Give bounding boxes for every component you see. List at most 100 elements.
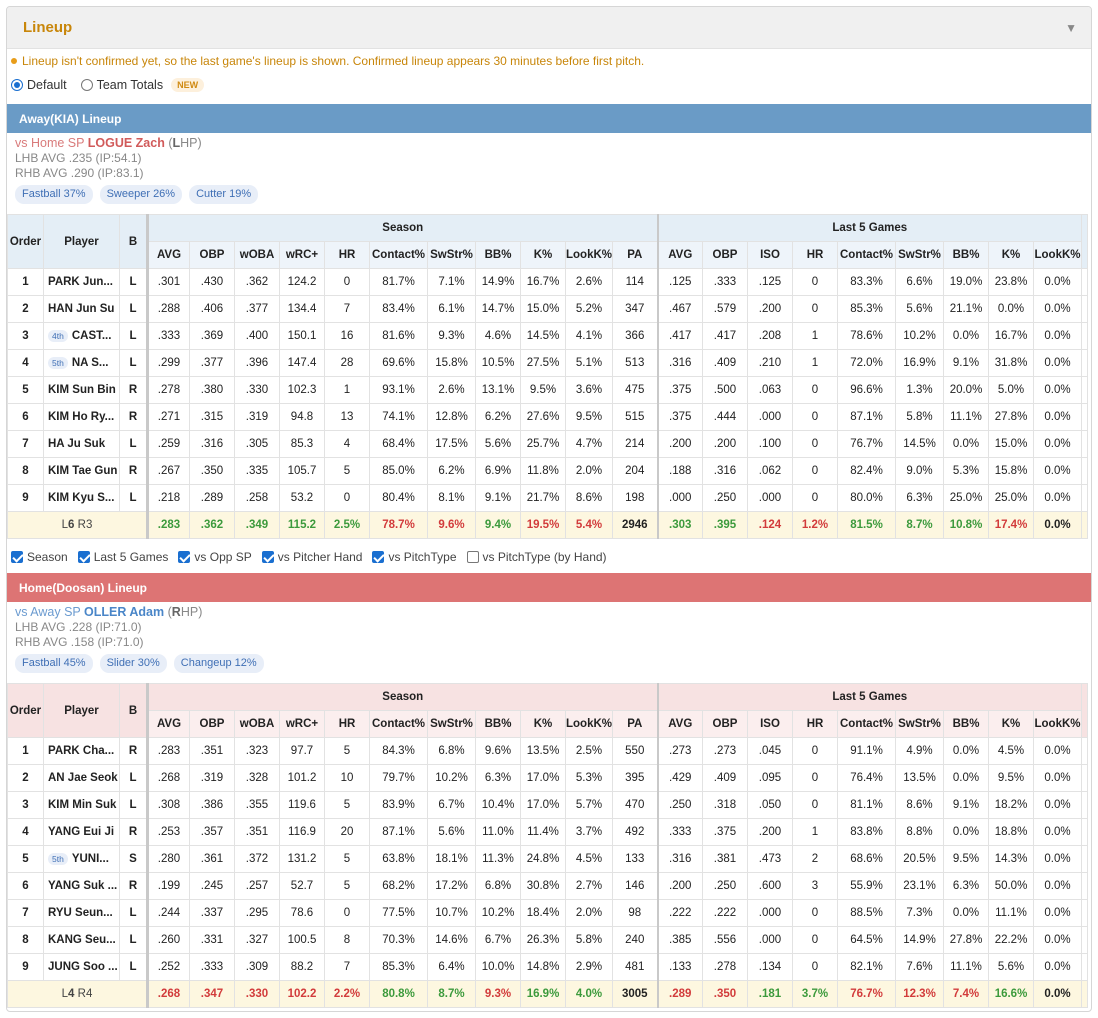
player-name[interactable]: HA Ju Suk — [43, 430, 120, 458]
header-season-col[interactable]: BB% — [475, 710, 521, 738]
away-sp-name[interactable]: LOGUE Zach — [87, 136, 165, 150]
header-last5-col[interactable]: K% — [988, 710, 1034, 738]
header-order[interactable]: Order — [7, 214, 44, 269]
player-name[interactable]: HAN Jun Su — [43, 295, 120, 323]
header-season-col[interactable]: Contact% — [369, 241, 428, 269]
header-season-col[interactable]: wRC+ — [279, 241, 325, 269]
header-season-col[interactable]: BB% — [475, 241, 521, 269]
table-row[interactable]: 4 YANG Eui Ji R .253.357.351 116.9 20 87.1% 5.6… — [7, 818, 1088, 846]
header-season-col[interactable]: wOBA — [234, 710, 280, 738]
header-last5-col[interactable]: AVG — [656, 241, 703, 269]
table-row[interactable]: 8 KANG Seu... L .260.331.327 100.5 8 70.3% 14.6… — [7, 926, 1088, 954]
table-row[interactable]: 6 YANG Suk ... R .199.245.257 52.7 5 68.2% 17.2… — [7, 872, 1088, 900]
table-row[interactable]: 5 KIM Sun Bin R .278.380.330 102.3 1 93.1% 2.6%… — [7, 376, 1088, 404]
player-name[interactable]: PARK Jun... — [43, 268, 120, 296]
table-row[interactable]: 3 KIM Min Suk L .308.386.355 119.6 5 83.9% 6.7%… — [7, 791, 1088, 819]
checkbox-vs-pitcher-hand[interactable] — [261, 551, 274, 563]
table-row[interactable]: 8 KIM Tae Gun R .267.350.335 105.7 5 85.0% 6.2%… — [7, 457, 1088, 485]
checkbox-last5[interactable] — [77, 551, 90, 563]
header-player[interactable]: Player — [43, 683, 120, 738]
home-sp-name[interactable]: OLLER Adam — [84, 605, 165, 619]
player-name[interactable]: KIM Min Suk — [43, 791, 120, 819]
table-row[interactable]: 1 PARK Cha... R .283.351.323 97.7 5 84.3% 6.8% 9… — [7, 737, 1088, 765]
filter-season[interactable]: Season — [11, 550, 68, 564]
table-row[interactable]: 7 RYU Seun... L .244.337.295 78.6 0 77.5% 10.7%… — [7, 899, 1088, 927]
player-name[interactable]: 5th NA S... — [43, 349, 120, 377]
header-bat[interactable]: B — [119, 683, 148, 738]
filter-vs-pitcher-hand[interactable]: vs Pitcher Hand — [261, 550, 362, 564]
header-last5-col[interactable]: OBP — [702, 710, 748, 738]
radio-default[interactable] — [11, 79, 23, 91]
table-row[interactable]: 2 AN Jae Seok L .268.319.328 101.2 10 79.7% 10.… — [7, 764, 1088, 792]
header-last5-col[interactable]: ISO — [747, 241, 793, 269]
header-season-col[interactable]: PA — [612, 710, 658, 738]
header-last5-col[interactable]: K% — [988, 241, 1034, 269]
header-player[interactable]: Player — [43, 214, 120, 269]
table-row[interactable]: 7 HA Ju Suk L .259.316.305 85.3 4 68.4% 17.5% 5.… — [7, 430, 1088, 458]
header-season-col[interactable]: Contact% — [369, 710, 428, 738]
player-name[interactable]: KIM Sun Bin — [43, 376, 120, 404]
filter-last5[interactable]: Last 5 Games — [77, 550, 168, 564]
player-name[interactable]: KIM Tae Gun — [43, 457, 120, 485]
filter-vs-opp-sp[interactable]: vs Opp SP — [178, 550, 252, 564]
header-season-col[interactable]: AVG — [146, 710, 190, 738]
checkbox-vs-opp-sp[interactable] — [178, 551, 191, 563]
checkbox-vs-pitchtype-by-hand[interactable] — [466, 551, 479, 563]
filter-vs-pitchtype-by-hand[interactable]: vs PitchType (by Hand) — [466, 550, 607, 564]
player-name[interactable]: PARK Cha... — [43, 737, 120, 765]
header-season-col[interactable]: SwStr% — [427, 241, 476, 269]
table-row[interactable]: 5 5th YUNI... S .280.361.372 131.2 5 63.8% 18.1%… — [7, 845, 1088, 873]
header-season-col[interactable]: HR — [324, 241, 370, 269]
player-name[interactable]: KIM Kyu S... — [43, 484, 120, 512]
table-row[interactable]: 1 PARK Jun... L .301.430.362 124.2 0 81.7% 7.1%… — [7, 268, 1088, 296]
player-name[interactable]: YANG Suk ... — [43, 872, 120, 900]
header-bat[interactable]: B — [119, 214, 148, 269]
player-name[interactable]: JUNG Soo ... — [43, 953, 120, 981]
header-order[interactable]: Order — [7, 683, 44, 738]
header-last5-col[interactable]: HR — [792, 241, 838, 269]
option-team-totals[interactable]: Team Totals NEW — [80, 78, 205, 92]
header-last5-col[interactable]: AVG — [656, 710, 703, 738]
header-last5-col[interactable]: BB% — [943, 710, 989, 738]
player-name[interactable]: RYU Seun... — [43, 899, 120, 927]
header-last5-col[interactable]: Contact% — [837, 710, 896, 738]
header-last5-col[interactable]: SwStr% — [895, 710, 944, 738]
header-season-col[interactable]: LookK% — [565, 241, 613, 269]
option-default[interactable]: Default — [11, 78, 67, 92]
header-season-col[interactable]: OBP — [189, 710, 235, 738]
header-last5-col[interactable]: SwStr% — [895, 241, 944, 269]
header-season-col[interactable]: K% — [520, 710, 566, 738]
header-season-col[interactable]: HR — [324, 710, 370, 738]
player-name[interactable]: YANG Eui Ji — [43, 818, 120, 846]
header-season-col[interactable]: PA — [612, 241, 658, 269]
checkbox-vs-pitchtype[interactable] — [372, 551, 385, 563]
header-season-col[interactable]: K% — [520, 241, 566, 269]
player-name[interactable]: 5th YUNI... — [43, 845, 120, 873]
header-last5-col[interactable]: HR — [792, 710, 838, 738]
header-season-col[interactable]: wOBA — [234, 241, 280, 269]
filter-vs-pitchtype[interactable]: vs PitchType — [372, 550, 457, 564]
player-name[interactable]: KANG Seu... — [43, 926, 120, 954]
header-season-col[interactable]: wRC+ — [279, 710, 325, 738]
table-row[interactable]: 6 KIM Ho Ry... R .271.315.319 94.8 13 74.1% 12.… — [7, 403, 1088, 431]
radio-team-totals[interactable] — [80, 79, 93, 91]
table-row[interactable]: 3 4th CAST... L .333.369.400 150.1 16 81.6% 9.3%… — [7, 322, 1088, 350]
header-last5-col[interactable]: Contact% — [837, 241, 896, 269]
header-last5-col[interactable]: BB% — [943, 241, 989, 269]
header-last5-col[interactable]: OBP — [702, 241, 748, 269]
header-last5-col[interactable]: LookK% — [1033, 241, 1082, 269]
table-row[interactable]: 4 5th NA S... L .299.377.396 147.4 28 69.6% 15.8… — [7, 349, 1088, 377]
table-row[interactable]: 9 JUNG Soo ... L .252.333.309 88.2 7 85.3% 6.4%… — [7, 953, 1088, 981]
header-season-col[interactable]: OBP — [189, 241, 235, 269]
collapse-caret-icon[interactable]: ▼ — [1065, 20, 1077, 35]
lineup-header[interactable]: Lineup ▼ — [7, 7, 1091, 49]
player-name[interactable]: 4th CAST... — [43, 322, 120, 350]
table-row[interactable]: 2 HAN Jun Su L .288.406.377 134.4 7 83.4% 6.1% 1… — [7, 295, 1088, 323]
header-season-col[interactable]: AVG — [146, 241, 190, 269]
header-season-col[interactable]: LookK% — [565, 710, 613, 738]
header-last5-col[interactable]: LookK% — [1033, 710, 1082, 738]
player-name[interactable]: AN Jae Seok — [43, 764, 120, 792]
player-name[interactable]: KIM Ho Ry... — [43, 403, 120, 431]
checkbox-season[interactable] — [11, 551, 23, 563]
table-row[interactable]: 9 KIM Kyu S... L .218.289.258 53.2 0 80.4% 8.1%… — [7, 484, 1088, 512]
